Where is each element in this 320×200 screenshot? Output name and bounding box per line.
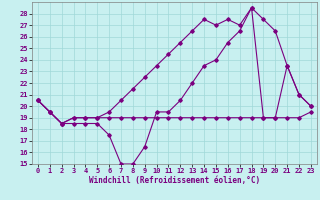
X-axis label: Windchill (Refroidissement éolien,°C): Windchill (Refroidissement éolien,°C) <box>89 176 260 185</box>
